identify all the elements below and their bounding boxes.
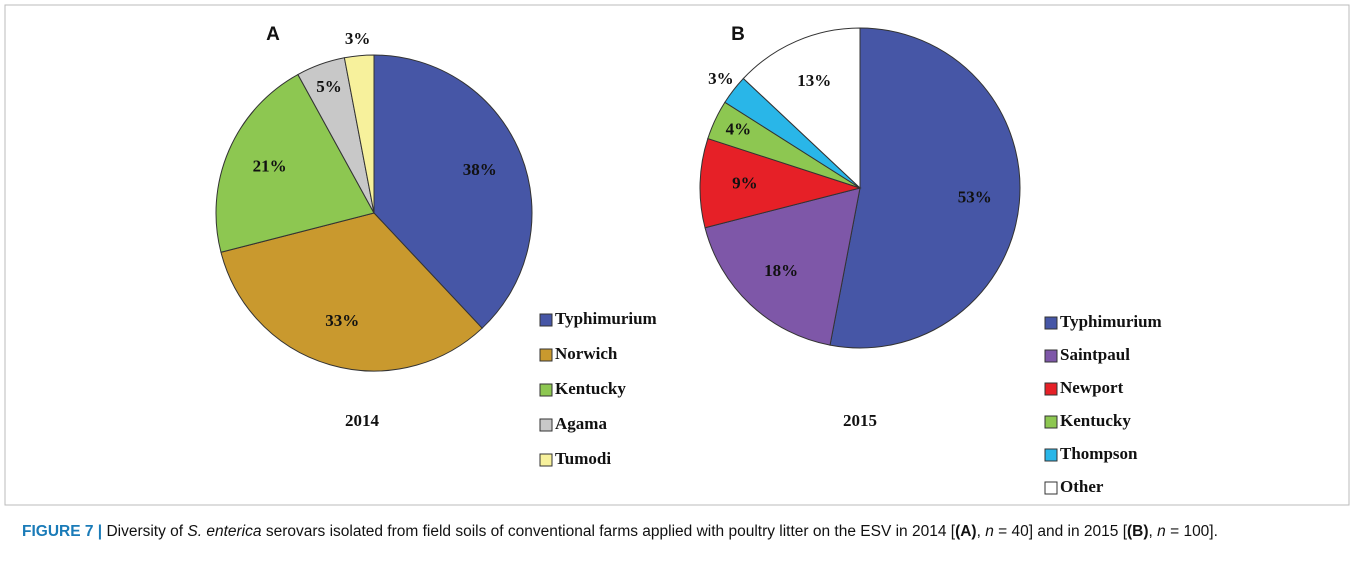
- pie-slice: [742, 27, 861, 190]
- legend-label: Typhimurium: [555, 309, 657, 328]
- figure-frame: [4, 4, 1350, 506]
- data-label: 4%: [726, 120, 752, 139]
- legend-label: Thompson: [1060, 444, 1138, 463]
- data-label: 53%: [958, 188, 992, 207]
- caption-label: FIGURE 7 |: [22, 523, 103, 540]
- caption-text: S. enterica: [187, 523, 262, 540]
- legend-label: Kentucky: [555, 379, 626, 398]
- caption-text: (A): [955, 523, 977, 540]
- figure: 38% Typhimurium 33% Norwich 21% Kentucky 5% Aga…: [4, 4, 1350, 506]
- caption-text: n: [985, 523, 994, 540]
- legend-label: Tumodi: [555, 449, 611, 468]
- pie-year-label: 2015: [843, 411, 877, 430]
- pie-slice: [220, 212, 483, 372]
- legend-swatch: [1044, 481, 1058, 495]
- panel-label: B: [731, 24, 745, 45]
- pie-slice: [343, 54, 375, 214]
- caption-text: = 40] and in 2015 [: [993, 523, 1127, 540]
- data-label: 33%: [325, 311, 359, 330]
- data-label: 3%: [345, 29, 371, 48]
- legend-label: Other: [1060, 477, 1104, 496]
- legend-swatch: [1044, 382, 1058, 396]
- legend-label: Norwich: [555, 344, 618, 363]
- pie-slice: [373, 54, 533, 329]
- data-label: 3%: [708, 69, 734, 88]
- legend-swatch: [1044, 316, 1058, 330]
- pie-year-label: 2014: [345, 411, 380, 430]
- legend-swatch: [539, 348, 553, 362]
- data-label: 18%: [764, 261, 798, 280]
- data-label: 9%: [732, 173, 758, 192]
- data-label: 38%: [463, 160, 497, 179]
- caption-text: Diversity of: [102, 523, 188, 540]
- legend-label: Agama: [555, 414, 607, 433]
- legend-label: Kentucky: [1060, 411, 1131, 430]
- pie-slice: [829, 27, 1021, 349]
- legend-swatch: [1044, 448, 1058, 462]
- data-label: 13%: [797, 71, 831, 90]
- legend-label: Typhimurium: [1060, 312, 1162, 331]
- caption-text: ,: [1148, 523, 1158, 540]
- caption-text: = 100].: [1165, 523, 1218, 540]
- pie-slice: [215, 73, 375, 253]
- legend-swatch: [539, 418, 553, 432]
- caption-text: serovars isolated from field soils of co…: [261, 523, 956, 540]
- caption-text: ,: [976, 523, 986, 540]
- legend-label: Newport: [1060, 378, 1124, 397]
- legend-swatch: [1044, 349, 1058, 363]
- pie-slice: [704, 187, 861, 346]
- caption-text: (B): [1127, 523, 1149, 540]
- caption-text: n: [1157, 523, 1166, 540]
- legend-swatch: [539, 453, 553, 467]
- legend-swatch: [1044, 415, 1058, 429]
- panel-label: A: [266, 24, 280, 45]
- legend-label: Saintpaul: [1060, 345, 1130, 364]
- legend-swatch: [539, 313, 553, 327]
- legend-swatch: [539, 383, 553, 397]
- data-label: 21%: [253, 157, 287, 176]
- caption: FIGURE 7 | Diversity of S. enterica sero…: [22, 520, 1322, 544]
- data-label: 5%: [316, 77, 342, 96]
- pie-slice: [699, 137, 862, 229]
